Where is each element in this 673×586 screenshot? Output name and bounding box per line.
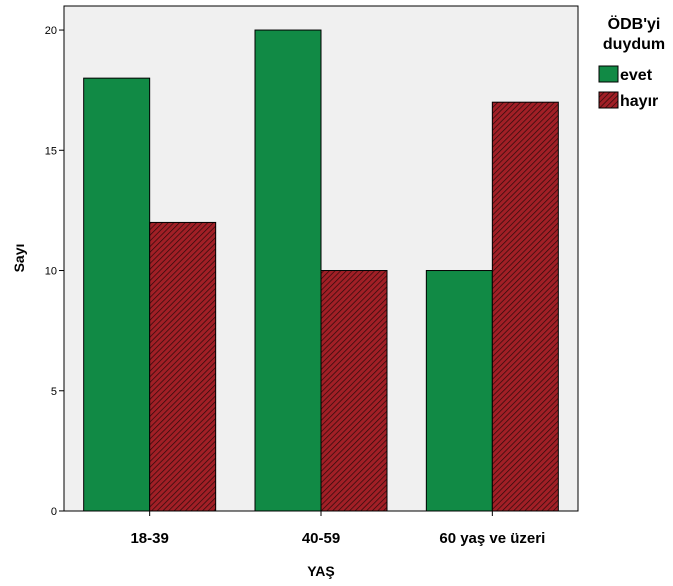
- legend-title-line-1: ÖDB'yi: [608, 14, 661, 33]
- bar-hayır-2: [320, 270, 388, 512]
- y-tick-label: 0: [51, 506, 57, 518]
- bar-evet-3: [425, 270, 493, 512]
- legend-swatch-evet: [598, 65, 619, 83]
- legend-swatch-hayir: [598, 91, 619, 109]
- y-tick-label: 20: [45, 25, 57, 37]
- legend-label-hayir: hayır: [620, 93, 658, 110]
- y-tick-label: 15: [45, 145, 57, 157]
- x-axis-ticks: 18-39 40-59 60 yaş ve üzeri: [130, 511, 545, 547]
- legend-label-evet: evet: [620, 67, 653, 84]
- x-axis-title: YAŞ: [307, 563, 335, 579]
- bars-group: [83, 29, 559, 512]
- x-tick-label: 40-59: [302, 530, 340, 547]
- bar-evet-2: [254, 29, 322, 512]
- y-axis-title: Sayı: [11, 244, 27, 273]
- x-tick-label: 18-39: [130, 530, 168, 547]
- bar-hayır-1: [149, 221, 217, 512]
- legend-title-line-2: duydum: [603, 36, 665, 53]
- y-tick-label: 10: [45, 266, 57, 278]
- bar-hayır-3: [491, 101, 559, 512]
- x-tick-label: 60 yaş ve üzeri: [439, 530, 545, 547]
- legend: ÖDB'yi duydum evet hayır: [598, 14, 665, 110]
- y-tick-label: 5: [51, 386, 57, 398]
- bar-evet-1: [83, 77, 151, 512]
- y-axis-ticks: 0 5 10 15 20: [45, 25, 64, 518]
